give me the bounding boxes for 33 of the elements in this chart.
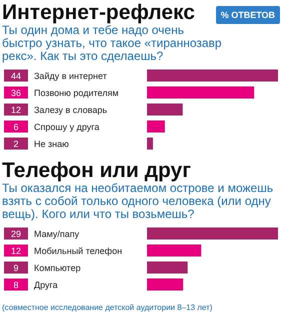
bar [147,70,278,82]
bar [147,228,278,240]
data-label: 8 [13,280,19,290]
chart-title: Телефон или друг [2,159,192,182]
data-label: 36 [10,88,22,98]
bar [147,278,184,291]
bar [147,86,254,99]
y-tick-label: Не знаю [34,139,70,149]
y-tick-label: Спрошу у друга [34,122,100,132]
bar [147,120,165,133]
y-tick-label: Мобильный телефон [34,246,122,256]
data-label: 12 [10,246,22,256]
data-label: 29 [10,229,22,240]
chart-subtitle: Ты один дома и тебе надо очень быстро узнать, что такое «тираннозавр рекс». Как ты это сделаешь? [2,23,223,63]
data-label: 6 [13,122,19,132]
y-tick-label: Зайду в интернет [34,71,107,81]
bar [147,262,188,274]
y-tick-label: Залезу в словарь [34,105,108,115]
y-tick-label: Позвоню родителям [34,88,119,98]
y-tick-label: Друга [34,280,58,290]
text: (совместное исследование детской аудитории 8–13 лет) [2,303,214,312]
y-tick-label: Компьютер [34,263,81,273]
y-tick-label: Маму/папу [34,229,80,239]
bar [147,244,202,257]
data-label: 2 [13,139,19,150]
data-label: 9 [13,263,19,274]
text: % ОТВЕТОВ [216,6,280,24]
bar [147,138,153,150]
bar [147,104,183,116]
chart-subtitle: Ты оказался на необитаемом острове и можешь взять с собой только одного человека (или одну вещь). Кого или что ты возьмешь? [2,181,274,221]
data-label: 12 [10,105,22,116]
data-label: 44 [10,71,22,82]
chart-title: Интернет-рефлекс [2,1,195,24]
